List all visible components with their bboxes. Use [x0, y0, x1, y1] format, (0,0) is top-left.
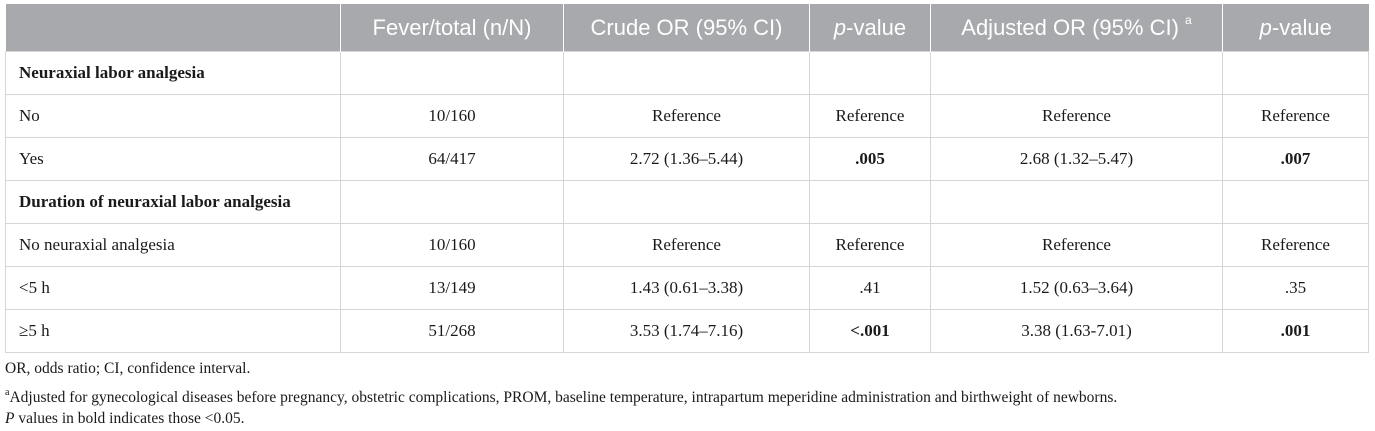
cell-p-adjusted: .001 [1222, 309, 1369, 353]
cell-p-adjusted: .35 [1222, 266, 1369, 310]
row-label: Duration of neuraxial labor analgesia [5, 180, 341, 224]
cell-crude-or [563, 180, 810, 224]
cell-p-adjusted [1222, 180, 1369, 224]
note-abbreviations: OR, odds ratio; CI, confidence interval. [5, 360, 251, 377]
table-row: Yes 64/417 2.72 (1.36–5.44) .005 2.68 (1… [5, 137, 1369, 181]
table-row: ≥5 h 51/268 3.53 (1.74–7.16) <.001 3.38 … [5, 309, 1369, 353]
cell-adjusted-or: 2.68 (1.32–5.47) [930, 137, 1223, 181]
cell-fever [340, 51, 564, 95]
cell-fever: 13/149 [340, 266, 564, 310]
cell-p-crude: .41 [809, 266, 931, 310]
header-adjusted-or: Adjusted OR (95% CI) a [930, 4, 1223, 52]
header-p-value-crude: p-value [809, 4, 931, 52]
cell-crude-or: 1.43 (0.61–3.38) [563, 266, 810, 310]
header-p-italic: p [1259, 14, 1272, 40]
cell-p-adjusted: Reference [1222, 94, 1369, 138]
cell-p-adjusted [1222, 51, 1369, 95]
cell-crude-or: 2.72 (1.36–5.44) [563, 137, 810, 181]
note-p-values: P values in bold indicates those <0.05. [5, 406, 1368, 431]
cell-p-crude: <.001 [809, 309, 931, 353]
cell-adjusted-or: Reference [930, 223, 1223, 267]
cell-crude-or: Reference [563, 223, 810, 267]
row-label: <5 h [5, 266, 341, 310]
cell-p-adjusted: .007 [1222, 137, 1369, 181]
cell-fever [340, 180, 564, 224]
cell-crude-or: 3.53 (1.74–7.16) [563, 309, 810, 353]
row-label: Yes [5, 137, 341, 181]
table-row: Duration of neuraxial labor analgesia [5, 180, 1369, 224]
header-blank [5, 4, 341, 52]
header-adjusted-footnote-mark: a [1185, 13, 1192, 28]
cell-adjusted-or: 1.52 (0.63–3.64) [930, 266, 1223, 310]
header-p-italic: p [833, 14, 847, 40]
cell-fever: 10/160 [340, 223, 564, 267]
cell-crude-or: Reference [563, 94, 810, 138]
note-footnote-a: aAdjusted for gynecological diseases bef… [5, 381, 1368, 406]
cell-adjusted-or [930, 51, 1223, 95]
cell-p-crude [809, 51, 931, 95]
footnote-a-text: Adjusted for gynecological diseases befo… [9, 389, 1118, 407]
cell-adjusted-or [930, 180, 1223, 224]
cell-adjusted-or: Reference [930, 94, 1223, 138]
cell-fever: 51/268 [340, 309, 564, 353]
cell-p-crude: Reference [809, 94, 931, 138]
results-table: Fever/total (n/N) Crude OR (95% CI) p-va… [5, 4, 1369, 353]
row-label: Neuraxial labor analgesia [5, 51, 341, 95]
table-row: No neuraxial analgesia 10/160 Reference … [5, 223, 1369, 267]
header-row: Fever/total (n/N) Crude OR (95% CI) p-va… [5, 4, 1369, 52]
header-p-rest: -value [1271, 14, 1332, 40]
cell-p-crude: .005 [809, 137, 931, 181]
cell-p-crude: Reference [809, 223, 931, 267]
header-p-rest: -value [846, 14, 907, 40]
cell-crude-or [563, 51, 810, 95]
table-notes: OR, odds ratio; CI, confidence interval.… [5, 356, 1368, 431]
row-label: No neuraxial analgesia [5, 223, 341, 267]
table-row: <5 h 13/149 1.43 (0.61–3.38) .41 1.52 (0… [5, 266, 1369, 310]
footnote-a-mark: a [5, 387, 10, 398]
cell-fever: 10/160 [340, 94, 564, 138]
header-fever-total: Fever/total (n/N) [340, 4, 564, 52]
note-p-rest: values in bold indicates those <0.05. [14, 410, 245, 427]
header-crude-or: Crude OR (95% CI) [563, 4, 810, 52]
cell-p-crude [809, 180, 931, 224]
cell-adjusted-or: 3.38 (1.63-7.01) [930, 309, 1223, 353]
cell-fever: 64/417 [340, 137, 564, 181]
cell-p-adjusted: Reference [1222, 223, 1369, 267]
row-label: ≥5 h [5, 309, 341, 353]
row-label: No [5, 94, 341, 138]
table-row: Neuraxial labor analgesia [5, 51, 1369, 95]
results-table-container: Fever/total (n/N) Crude OR (95% CI) p-va… [5, 4, 1369, 353]
header-p-value-adjusted: p-value [1222, 4, 1369, 52]
table-row: No 10/160 Reference Reference Reference … [5, 94, 1369, 138]
note-p-italic: P [5, 410, 15, 427]
header-adjusted-label: Adjusted OR (95% CI) [961, 14, 1179, 40]
